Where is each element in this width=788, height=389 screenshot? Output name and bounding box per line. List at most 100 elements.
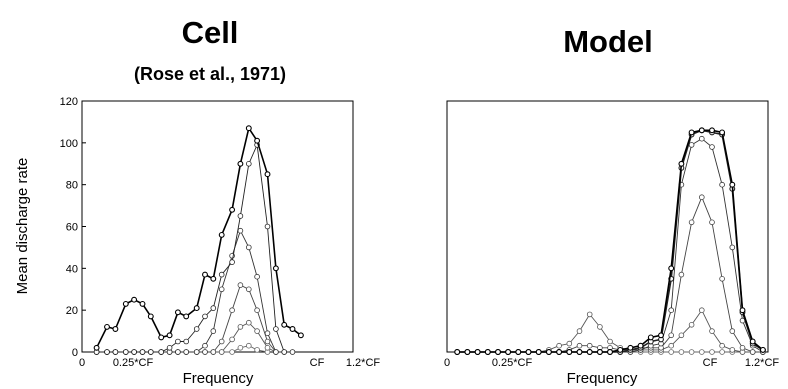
cell-data-point: [158, 334, 165, 341]
cell-data-point: [104, 323, 110, 330]
cell-data-point: [183, 313, 190, 320]
model-data-point: [688, 129, 695, 136]
model-data-point: [556, 342, 562, 349]
model-data-point: [515, 349, 522, 355]
cell-data-point: [210, 275, 217, 282]
cell-data-point: [246, 286, 252, 293]
model-data-point: [576, 342, 583, 349]
cell-data-point: [112, 326, 119, 332]
model-data-point: [688, 321, 695, 328]
cell-data-point: [246, 161, 252, 167]
model-data-point: [627, 344, 634, 351]
model-data-point: [719, 275, 725, 282]
cell-series-3: [93, 227, 288, 355]
cell-data-point: [229, 349, 235, 355]
cell-data-point: [281, 349, 288, 355]
cell-data-point: [202, 313, 208, 320]
cell-chart-title: Cell: [182, 15, 239, 50]
cell-data-point: [237, 213, 244, 219]
cell-data-point: [218, 271, 225, 278]
cell-y-tick-label: 80: [66, 180, 78, 192]
model-series-line: [457, 196, 763, 353]
cell-data-point: [218, 338, 225, 345]
model-data-point: [637, 342, 644, 349]
model-data-point: [759, 346, 766, 353]
model-x-axis-label: Frequency: [567, 370, 638, 387]
model-data-point: [484, 349, 491, 355]
cell-data-point: [123, 349, 129, 355]
cell-data-point: [281, 321, 288, 328]
cell-data-point: [245, 125, 252, 132]
cell-series-line: [96, 144, 293, 353]
model-data-point: [495, 349, 501, 355]
cell-data-point: [193, 349, 200, 355]
model-data-point: [556, 349, 563, 355]
cell-data-point: [202, 271, 208, 278]
cell-data-point: [202, 342, 208, 349]
model-data-point: [729, 347, 736, 353]
model-data-point: [698, 135, 705, 142]
cell-data-point: [148, 349, 154, 355]
cell-data-point: [131, 296, 138, 303]
model-chart: Model 0 0.25*CF CF 1.2*CF Frequency: [444, 24, 779, 387]
model-x-axis: 0 0.25*CF CF 1.2*CF: [444, 357, 779, 369]
model-series-line: [457, 129, 764, 353]
model-x-tick-label: CF: [703, 357, 718, 369]
model-data-point: [647, 334, 654, 341]
cell-data-point: [218, 349, 225, 355]
cell-y-tick-label: 100: [60, 138, 78, 150]
cell-data-point: [229, 259, 235, 265]
model-data-point: [454, 349, 461, 355]
model-data-point: [709, 349, 715, 355]
model-data-point: [576, 349, 583, 355]
model-data-point: [749, 338, 756, 345]
model-data-point: [719, 129, 726, 136]
model-data-point: [678, 349, 685, 355]
cell-x-tick-label: 0.25*CF: [113, 357, 154, 369]
cell-y-tick-label: 40: [66, 263, 78, 275]
model-data-point: [566, 349, 573, 355]
cell-data-point: [246, 244, 252, 251]
cell-data-point: [183, 338, 190, 345]
model-data-point: [688, 219, 695, 226]
cell-data-point: [254, 273, 260, 280]
cell-data-point: [273, 349, 279, 355]
cell-data-point: [246, 319, 252, 326]
model-data-point: [464, 349, 471, 355]
model-series-2: [454, 127, 766, 355]
model-x-tick-label: 0: [444, 357, 450, 369]
model-data-point: [545, 349, 552, 355]
cell-series-group: [93, 125, 304, 355]
cell-data-point: [210, 349, 217, 355]
cell-data-point: [289, 349, 296, 355]
cell-data-point: [193, 326, 200, 332]
model-data-point: [678, 332, 685, 339]
model-data-point: [586, 349, 593, 355]
model-data-point: [719, 349, 725, 355]
model-data-point: [668, 349, 674, 355]
model-data-point: [719, 181, 725, 188]
cell-y-tick-label: 20: [66, 305, 78, 317]
model-data-point: [668, 332, 674, 339]
cell-x-tick-label: 0: [79, 357, 85, 369]
model-data-point: [668, 307, 674, 314]
cell-data-point: [174, 309, 181, 316]
cell-data-point: [166, 344, 173, 351]
model-data-point: [729, 181, 736, 188]
model-data-point: [709, 127, 715, 134]
cell-data-point: [237, 324, 244, 330]
model-data-point: [688, 142, 695, 148]
model-series-group: [454, 127, 766, 355]
cell-data-point: [254, 347, 260, 353]
model-data-point: [668, 342, 674, 349]
model-series-4: [454, 194, 766, 355]
model-data-point: [597, 324, 603, 330]
cell-data-point: [264, 330, 271, 337]
cell-x-tick-label: CF: [310, 357, 325, 369]
cell-plot-frame: [81, 100, 354, 353]
model-data-point: [658, 332, 664, 339]
model-data-point: [576, 328, 583, 334]
model-data-point: [596, 349, 603, 355]
cell-data-point: [218, 231, 225, 238]
model-data-point: [668, 265, 675, 272]
